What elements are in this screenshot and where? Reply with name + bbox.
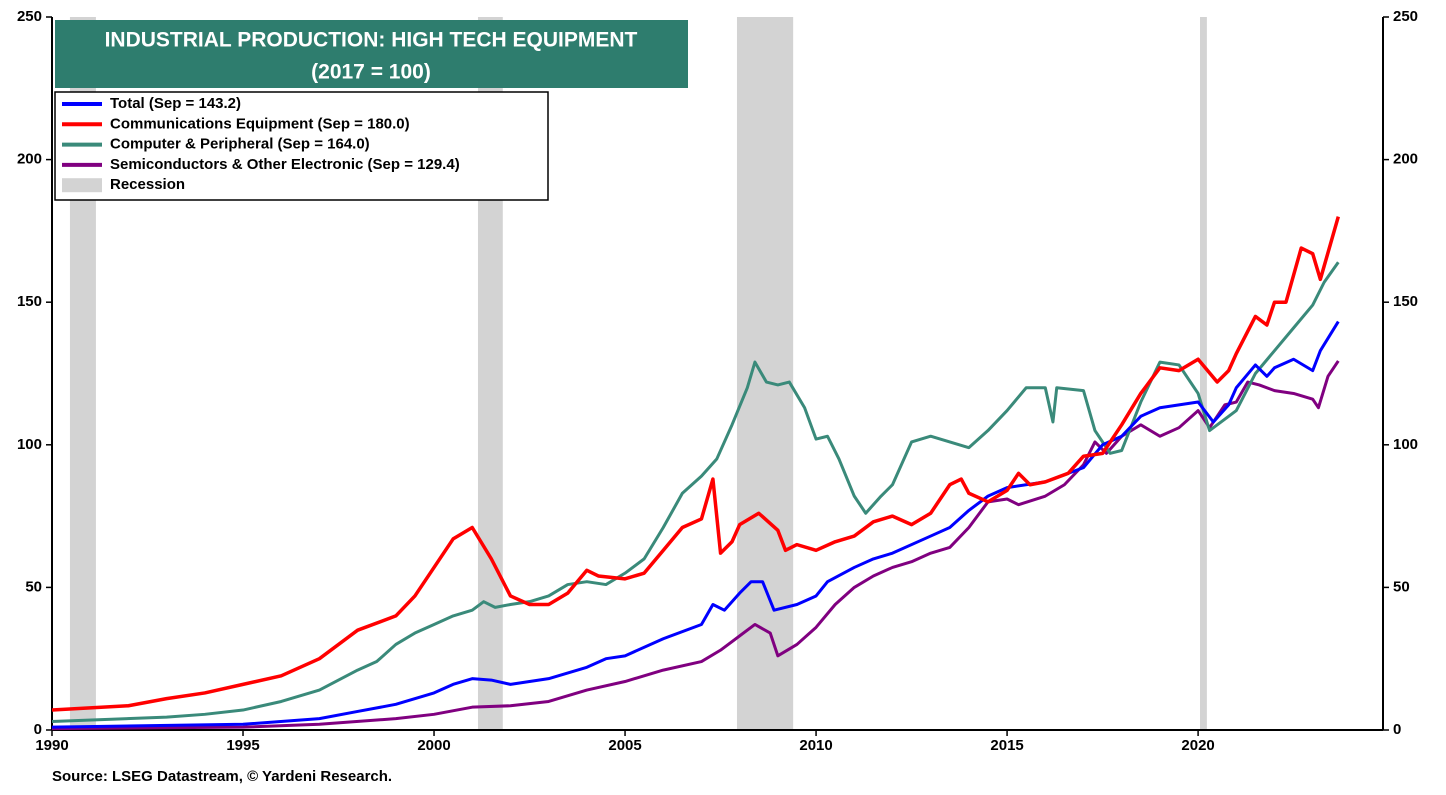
chart-subtitle: (2017 = 100) <box>311 61 431 84</box>
y2-tick-label: 150 <box>1393 293 1418 310</box>
series-line <box>51 261 1340 723</box>
y2-tick-label: 50 <box>1393 578 1410 595</box>
x-tick-label: 2000 <box>417 737 450 754</box>
y-tick-label: 0 <box>34 721 42 738</box>
legend-label: Total (Sep = 143.2) <box>110 95 241 112</box>
title-box <box>55 20 688 88</box>
chart-title: INDUSTRIAL PRODUCTION: HIGH TECH EQUIPME… <box>105 29 638 52</box>
y2-tick-label: 250 <box>1393 8 1418 25</box>
legend-label: Computer & Peripheral (Sep = 164.0) <box>110 136 370 153</box>
y-tick-label: 150 <box>17 293 42 310</box>
recession-band <box>1200 17 1207 730</box>
x-tick-label: 1990 <box>35 737 68 754</box>
legend-label: Recession <box>110 176 185 193</box>
series-line <box>51 216 1340 712</box>
legend-label: Semiconductors & Other Electronic (Sep =… <box>110 156 460 173</box>
x-tick-label: 2005 <box>608 737 641 754</box>
y2-tick-label: 0 <box>1393 721 1401 738</box>
legend-box <box>54 91 549 201</box>
y2-tick-label: 200 <box>1393 151 1418 168</box>
y-tick-label: 50 <box>25 578 42 595</box>
recession-band <box>736 17 794 730</box>
y-tick-label: 250 <box>17 8 42 25</box>
x-tick-label: 2015 <box>990 737 1023 754</box>
source: Source: LSEG Datastream, © Yardeni Resea… <box>52 768 392 785</box>
y-tick-label: 200 <box>17 151 42 168</box>
y2-tick-label: 100 <box>1393 436 1418 453</box>
series-line <box>51 360 1340 731</box>
x-tick-label: 2010 <box>799 737 832 754</box>
legend-swatch <box>62 178 102 193</box>
y-tick-label: 100 <box>17 436 42 453</box>
series-line <box>51 320 1340 729</box>
x-tick-label: 2020 <box>1181 737 1214 754</box>
x-tick-label: 1995 <box>226 737 259 754</box>
legend-label: Communications Equipment (Sep = 180.0) <box>110 115 410 132</box>
